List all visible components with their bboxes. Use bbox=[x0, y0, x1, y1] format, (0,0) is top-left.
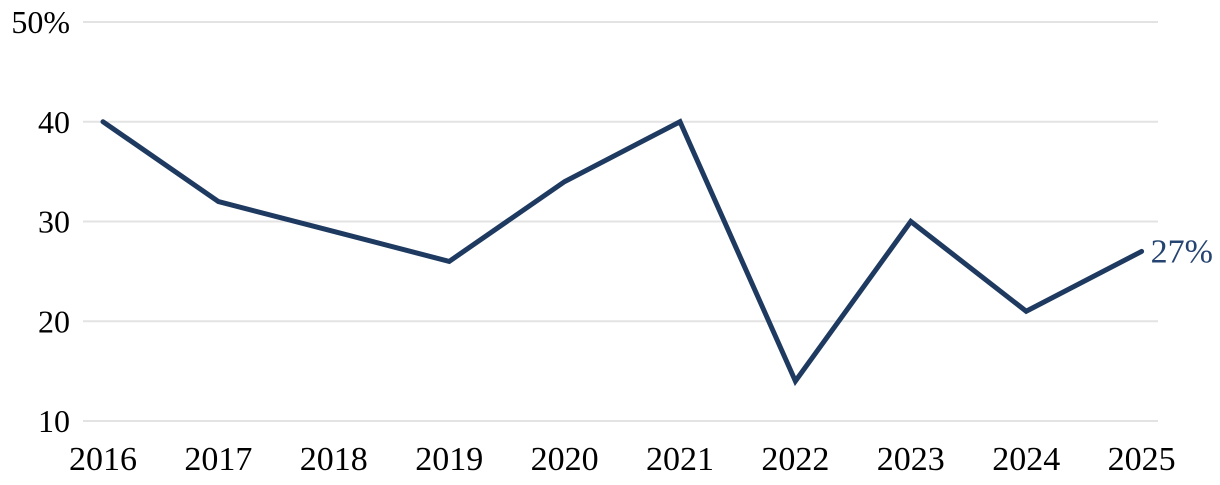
y-axis-tick-label: 20 bbox=[38, 303, 70, 339]
x-axis-tick-label: 2020 bbox=[531, 441, 599, 478]
data-series-line bbox=[100, 118, 1145, 387]
x-axis-tick-label: 2017 bbox=[184, 441, 252, 478]
x-axis-tick-label: 2024 bbox=[992, 441, 1060, 478]
x-axis-tick-label: 2018 bbox=[300, 441, 368, 478]
last-point-data-label: 27% bbox=[1151, 233, 1213, 270]
x-axis-tick-label: 2022 bbox=[761, 441, 829, 478]
x-axis-tick-label: 2021 bbox=[646, 441, 714, 478]
y-axis-tick-label: 50% bbox=[11, 4, 70, 40]
x-axis-tick-label: 2019 bbox=[415, 441, 483, 478]
y-axis-tick-label: 40 bbox=[38, 104, 70, 140]
x-axis-tick-label: 2023 bbox=[877, 441, 945, 478]
x-axis-tick-label: 2025 bbox=[1108, 441, 1176, 478]
y-axis-tick-label: 30 bbox=[38, 204, 70, 240]
x-axis-tick-label: 2016 bbox=[69, 441, 137, 478]
y-axis-tick-label: 10 bbox=[38, 403, 70, 439]
